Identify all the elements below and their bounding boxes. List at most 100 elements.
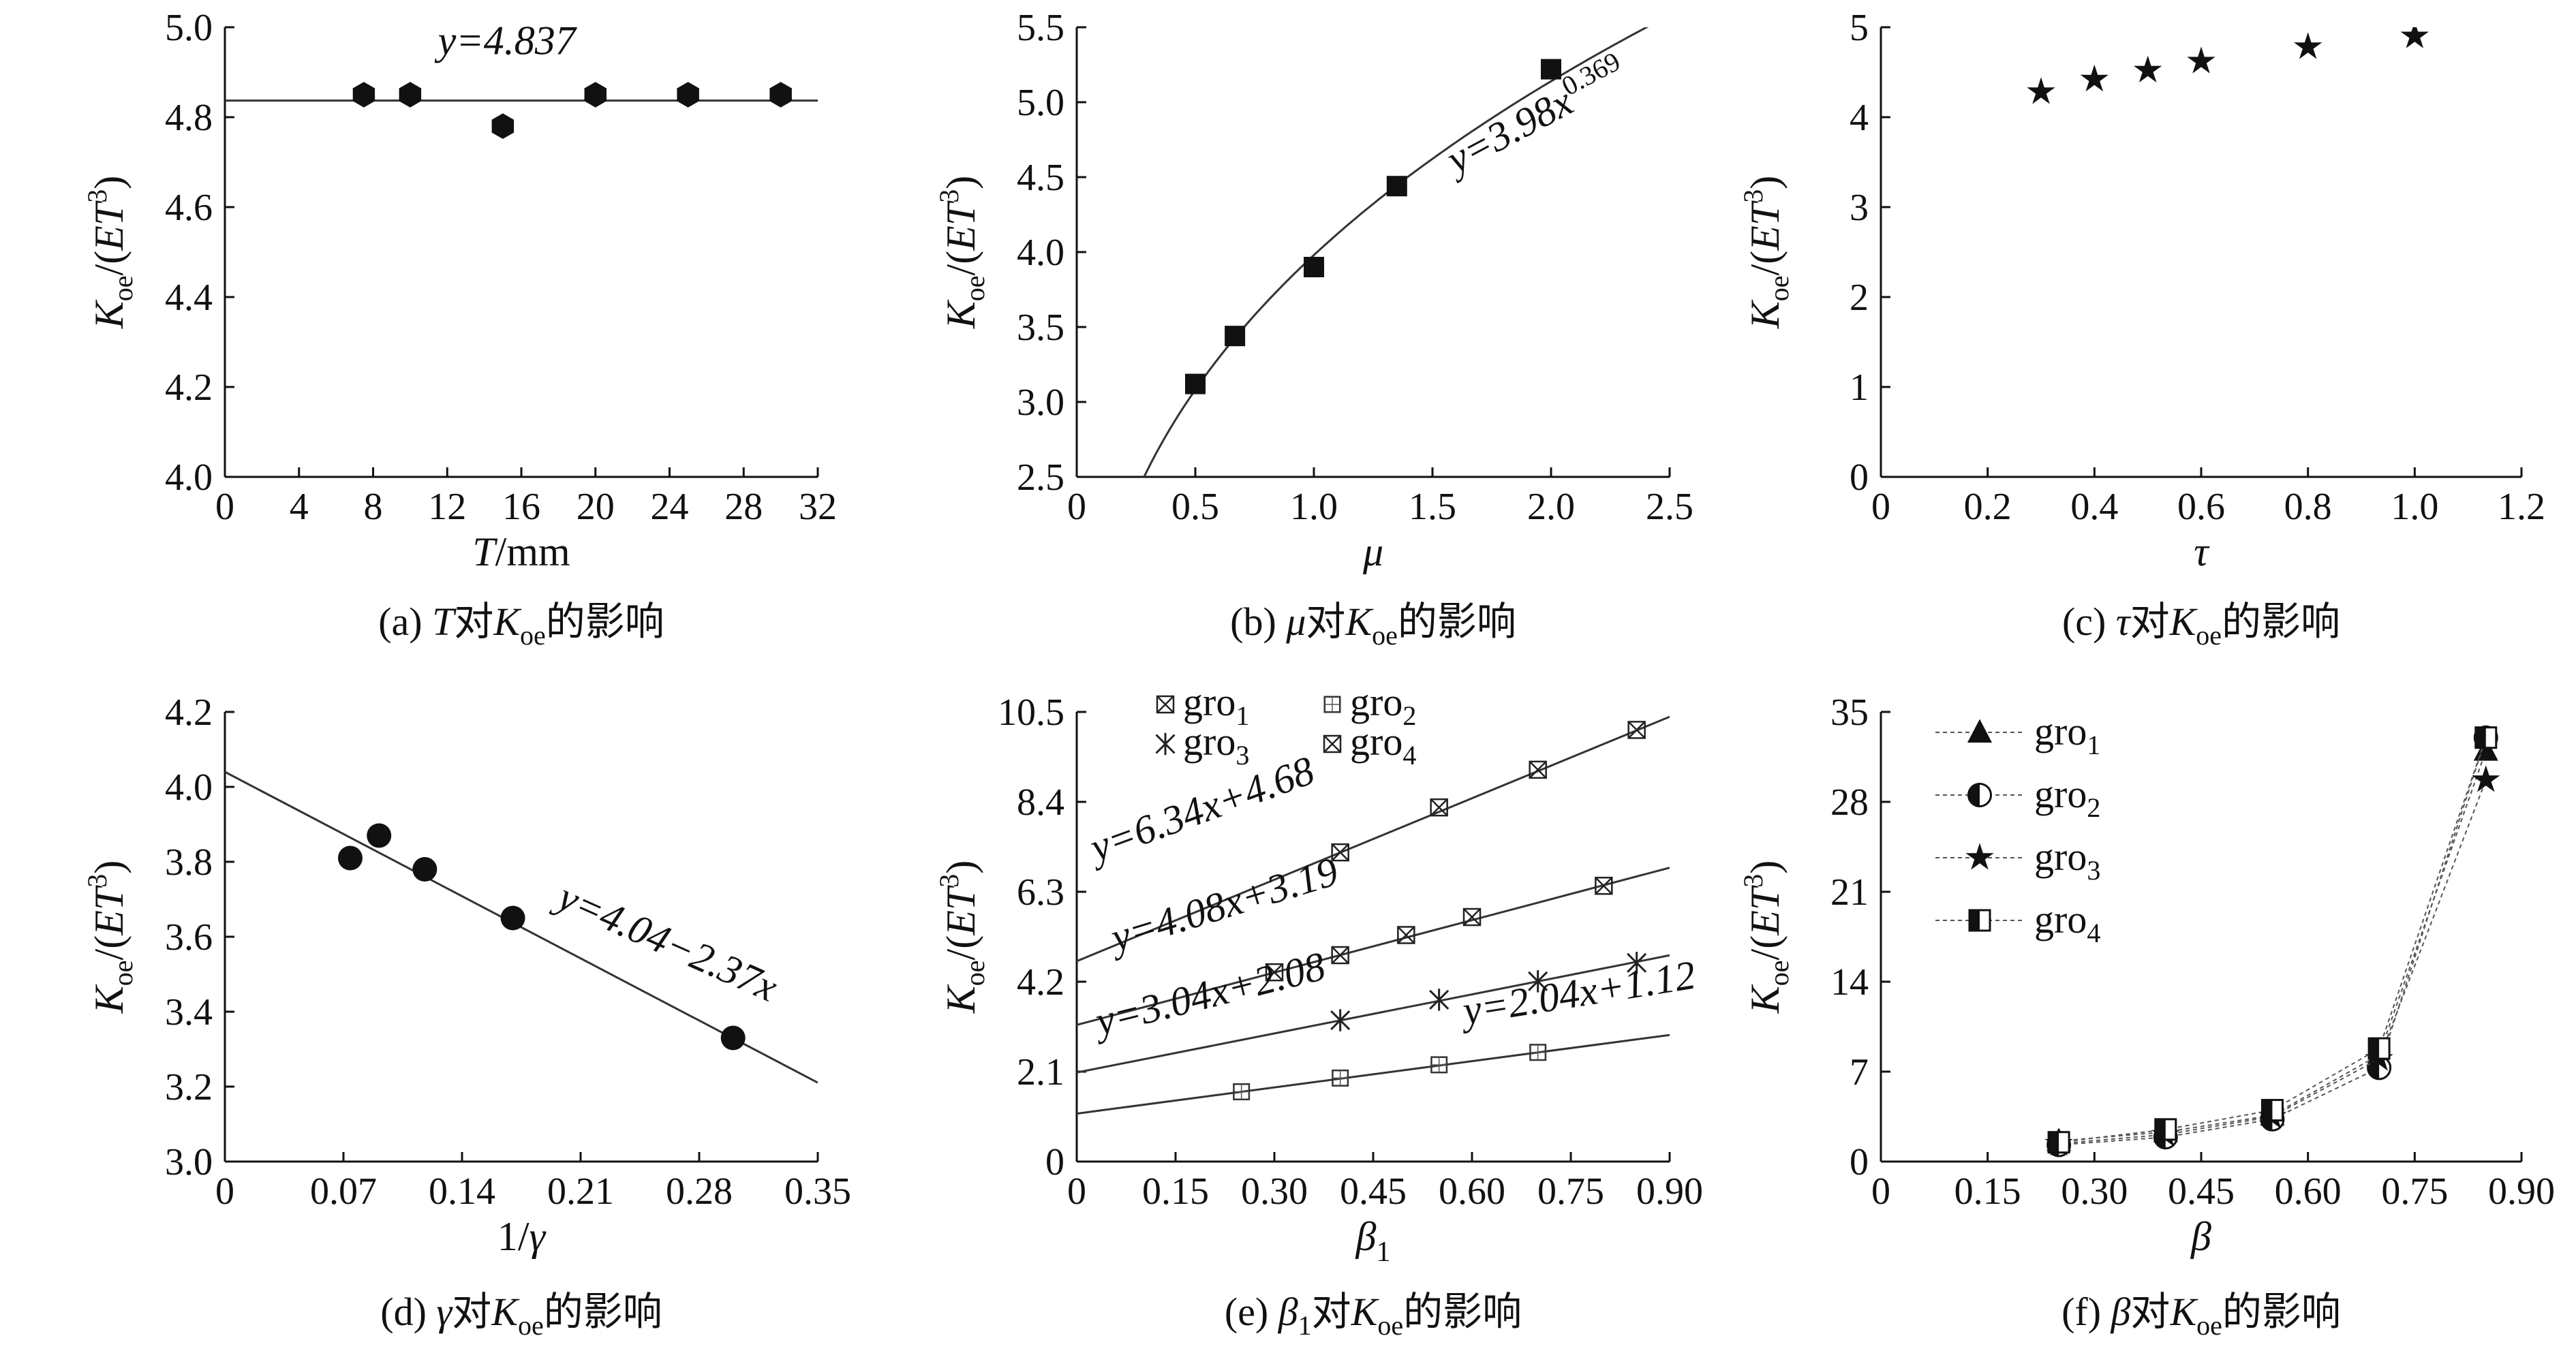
data-point [1185, 373, 1206, 394]
chart-panel-4: 0 0.07 0.14 0.21 0.28 0.35 3.0 3.2 3.4 3.6 3.8 4.0 4… [82, 691, 851, 1341]
y-tick-label: 1 [1850, 367, 1869, 409]
y-tick-label: 7 [1850, 1051, 1869, 1093]
y-tick-label: 5 [1850, 7, 1869, 49]
x-tick-label: 12 [428, 486, 466, 528]
y-tick-label: 6.3 [1017, 871, 1064, 914]
y-axis-label: Koe/(ET3) [934, 860, 990, 1014]
data-point [1386, 176, 1407, 197]
legend-label: gro1 [1183, 680, 1249, 731]
axes: 0 0.15 0.30 0.45 0.60 0.75 0.90 7 14 21 28 35 0 Koe/(… [1738, 691, 2555, 1259]
x-tick-label: 2.5 [1646, 486, 1693, 528]
data-point [1225, 326, 1246, 347]
chart-panel-6: 0 0.15 0.30 0.45 0.60 0.75 0.90 7 14 21 28 35 0 Koe/(… [1738, 691, 2555, 1341]
y-axis-label: Koe/(ET3) [1738, 860, 1794, 1014]
x-tick-label: 0.75 [2381, 1170, 2448, 1213]
series-line-gro3 [2059, 779, 2487, 1145]
legend-marker [1967, 783, 1992, 807]
x-axis-label: β1 [1355, 1214, 1391, 1268]
fit-label-gro4: y=6.34x+4.68 [1080, 747, 1320, 871]
legend-marker [1155, 732, 1176, 756]
data-point [2260, 1099, 2284, 1122]
legend-marker [1323, 696, 1341, 713]
y-axis-label: Koe/(ET3) [934, 176, 990, 329]
fit-line-gro3 [1077, 954, 1670, 1074]
data-point [399, 82, 422, 108]
x-tick-label: 0.45 [1340, 1170, 1407, 1213]
y-tick-label: 3 [1850, 187, 1869, 229]
data-point [2080, 64, 2109, 92]
data-point [2187, 46, 2215, 74]
y-tick-label: 4.2 [165, 367, 213, 409]
legend: gro1 gro2 gro3 gro4 [1155, 680, 1416, 771]
data-point [2474, 726, 2498, 749]
data-point [2154, 1118, 2177, 1141]
fit-label: y=3.98x0.369 [1433, 46, 1634, 184]
data-point [2027, 77, 2055, 104]
y-tick-label: 5.0 [165, 7, 213, 49]
data-point [500, 905, 525, 931]
data-point [1304, 257, 1324, 277]
data-point [1462, 907, 1482, 927]
x-axis-label: τ [2194, 529, 2210, 574]
data-point [720, 1025, 746, 1051]
data-point [1529, 760, 1547, 779]
x-tick-label: 24 [651, 486, 689, 528]
data-point [367, 823, 392, 848]
data-point [1627, 721, 1646, 739]
y-tick-label: 4.8 [165, 97, 213, 139]
data-point [2400, 27, 2429, 48]
x-tick-label: 0.2 [1964, 486, 2012, 528]
x-tick-label: 20 [577, 486, 615, 528]
x-tick-label: 1.0 [2391, 486, 2438, 528]
x-tick-label: 0.15 [1142, 1170, 1209, 1213]
data-point [1331, 946, 1349, 965]
y-tick-label: 3.8 [165, 841, 213, 884]
chart-panel-2: 0 0.5 1.0 1.5 2.0 2.5 2.5 3.0 3.5 4.0 4.5 5.0 5.5 Koe… [934, 7, 1693, 651]
series-line-gro4 [2058, 737, 2487, 1143]
legend-label: gro3 [1183, 719, 1249, 771]
chart-panel-1: 0 4 8 12 16 20 24 28 32 4.0 4.2 4.4 4.6 4.8 5.0 Koe/(ET… [82, 7, 837, 651]
axes: 0 0.5 1.0 1.5 2.0 2.5 2.5 3.0 3.5 4.0 4.5 5.0 5.5 Koe… [934, 7, 1693, 574]
legend-label: gro4 [2034, 897, 2100, 948]
y-tick-label: 3.5 [1017, 307, 1064, 349]
data-point [1430, 798, 1448, 817]
x-tick-label: 0.8 [2284, 486, 2332, 528]
y-tick-label: 4.4 [165, 277, 213, 319]
x-tick-label: 0.14 [429, 1170, 495, 1213]
fit-line-gro2 [1077, 1033, 1670, 1115]
y-tick-label: 3.0 [165, 1141, 213, 1183]
x-tick-label: 0.4 [2070, 486, 2118, 528]
y-tick-label: 4.2 [165, 691, 213, 734]
plot-area [2044, 725, 2500, 1157]
x-tick-label: 0 [215, 1170, 234, 1213]
legend-marker [1323, 734, 1342, 753]
fit-line-gro1 [1077, 867, 1670, 1026]
y-tick-label: 0 [194, 1141, 213, 1183]
data-point [1528, 970, 1548, 993]
axes: 0 0.15 0.30 0.45 0.60 0.75 0.90 2.1 4.2 6.3 8.4 10.… [934, 691, 1703, 1268]
x-tick-label: 1.0 [1290, 486, 1338, 528]
x-tick-label: 2.0 [1527, 486, 1575, 528]
x-tick-label: 0 [1067, 486, 1086, 528]
x-tick-label: 0.35 [784, 1170, 851, 1213]
x-tick-label: 0 [1871, 1170, 1890, 1213]
fit-line [225, 771, 818, 1084]
y-tick-label: 10.5 [998, 691, 1064, 734]
y-tick-label: 3.0 [1017, 382, 1064, 424]
data-point [677, 82, 699, 108]
y-axis-label: Koe/(ET3) [82, 176, 138, 329]
chart-panel-5: 0 0.15 0.30 0.45 0.60 0.75 0.90 2.1 4.2 6.3 8.4 10.… [934, 680, 1703, 1341]
x-tick-label: 1.5 [1409, 486, 1456, 528]
x-tick-label: 0.60 [1439, 1170, 1505, 1213]
x-tick-label: 0.5 [1171, 486, 1219, 528]
data-point [1595, 876, 1613, 895]
y-tick-label: 2.5 [1017, 456, 1064, 499]
data-point [1332, 1069, 1349, 1087]
data-point [1265, 963, 1284, 982]
series-line-gro1 [2059, 750, 2487, 1142]
x-tick-label: 0.6 [2177, 486, 2225, 528]
y-tick-label: 3.6 [165, 916, 213, 959]
x-tick-label: 28 [724, 486, 763, 528]
y-axis-label: Koe/(ET3) [82, 860, 138, 1014]
axes: 0 4 8 12 16 20 24 28 32 4.0 4.2 4.4 4.6 4.8 5.0 Koe/(ET… [82, 7, 837, 574]
